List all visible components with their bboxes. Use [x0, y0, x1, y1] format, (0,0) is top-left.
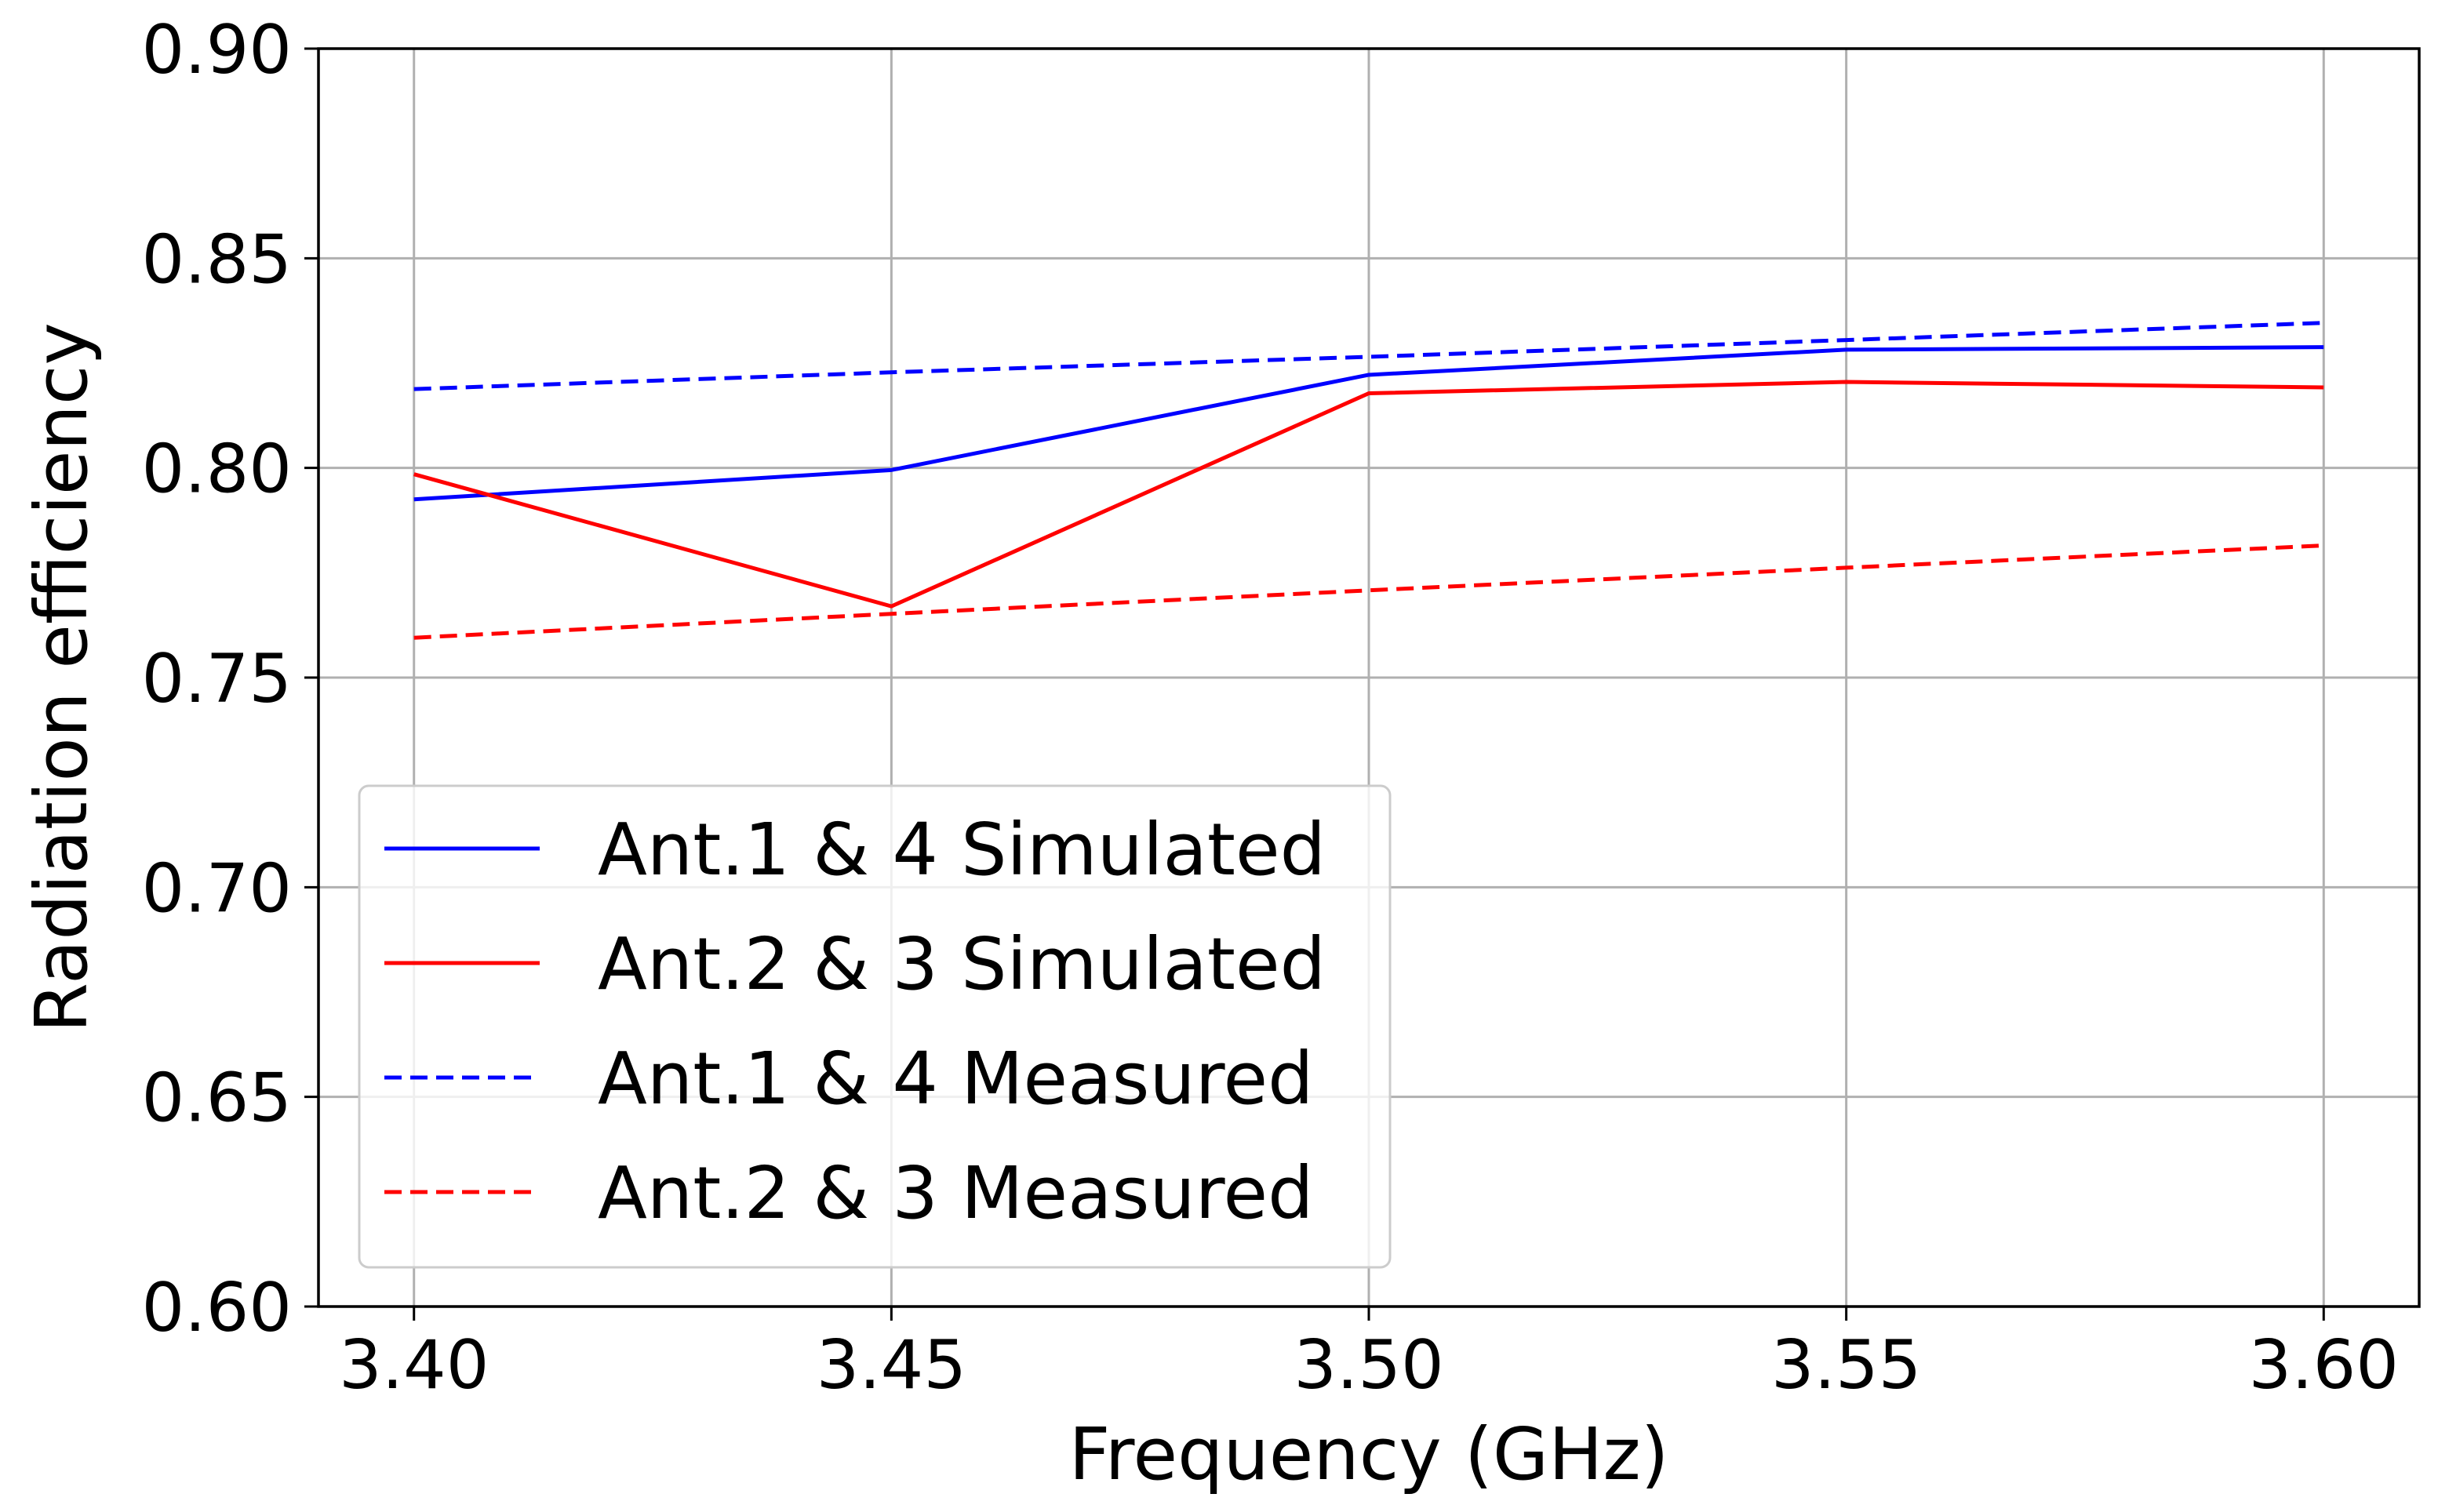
x-axis-title: Frequency (GHz) — [1068, 1412, 1668, 1496]
data-series — [413, 321, 2324, 640]
y-tick-label-3: 0.75 — [142, 640, 292, 718]
x-tick-label-2: 3.50 — [1294, 1326, 1443, 1405]
legend-label-0: Ant.1 & 4 Simulated — [598, 808, 1326, 892]
y-axis-title: Radiation efficiency — [20, 322, 104, 1033]
y-tick-label-6: 0.90 — [142, 11, 292, 89]
legend-entries: Ant.1 & 4 Simulated Ant.2 & 3 Simulated An… — [384, 808, 1326, 1235]
y-tick-label-5: 0.85 — [142, 220, 292, 299]
series-line-ant-2-3-measured — [413, 543, 2324, 640]
axis-ticks: 3.40 3.45 3.50 3.55 3.60 0.60 0.65 0.70 0.75 0.80… — [142, 11, 2399, 1405]
series-line-ant-1-4-simulated — [413, 345, 2324, 502]
x-tick-label-1: 3.45 — [817, 1326, 966, 1405]
y-tick-label-0: 0.60 — [142, 1269, 292, 1347]
legend: Ant.1 & 4 Simulated Ant.2 & 3 Simulated An… — [358, 784, 1392, 1269]
legend-box — [358, 784, 1392, 1269]
y-tick-label-1: 0.65 — [142, 1059, 292, 1138]
x-tick-label-0: 3.40 — [339, 1326, 489, 1405]
y-tick-label-4: 0.80 — [142, 431, 292, 509]
x-tick-label-4: 3.60 — [2249, 1326, 2399, 1405]
legend-label-1: Ant.2 & 3 Simulated — [598, 922, 1326, 1006]
legend-label-2: Ant.1 & 4 Measured — [598, 1037, 1314, 1121]
x-tick-label-3: 3.55 — [1771, 1326, 1921, 1405]
legend-label-3: Ant.2 & 3 Measured — [598, 1151, 1314, 1235]
series-line-ant-1-4-measured — [413, 321, 2324, 391]
series-line-ant-2-3-simulated — [413, 380, 2324, 609]
y-tick-label-2: 0.70 — [142, 849, 292, 928]
